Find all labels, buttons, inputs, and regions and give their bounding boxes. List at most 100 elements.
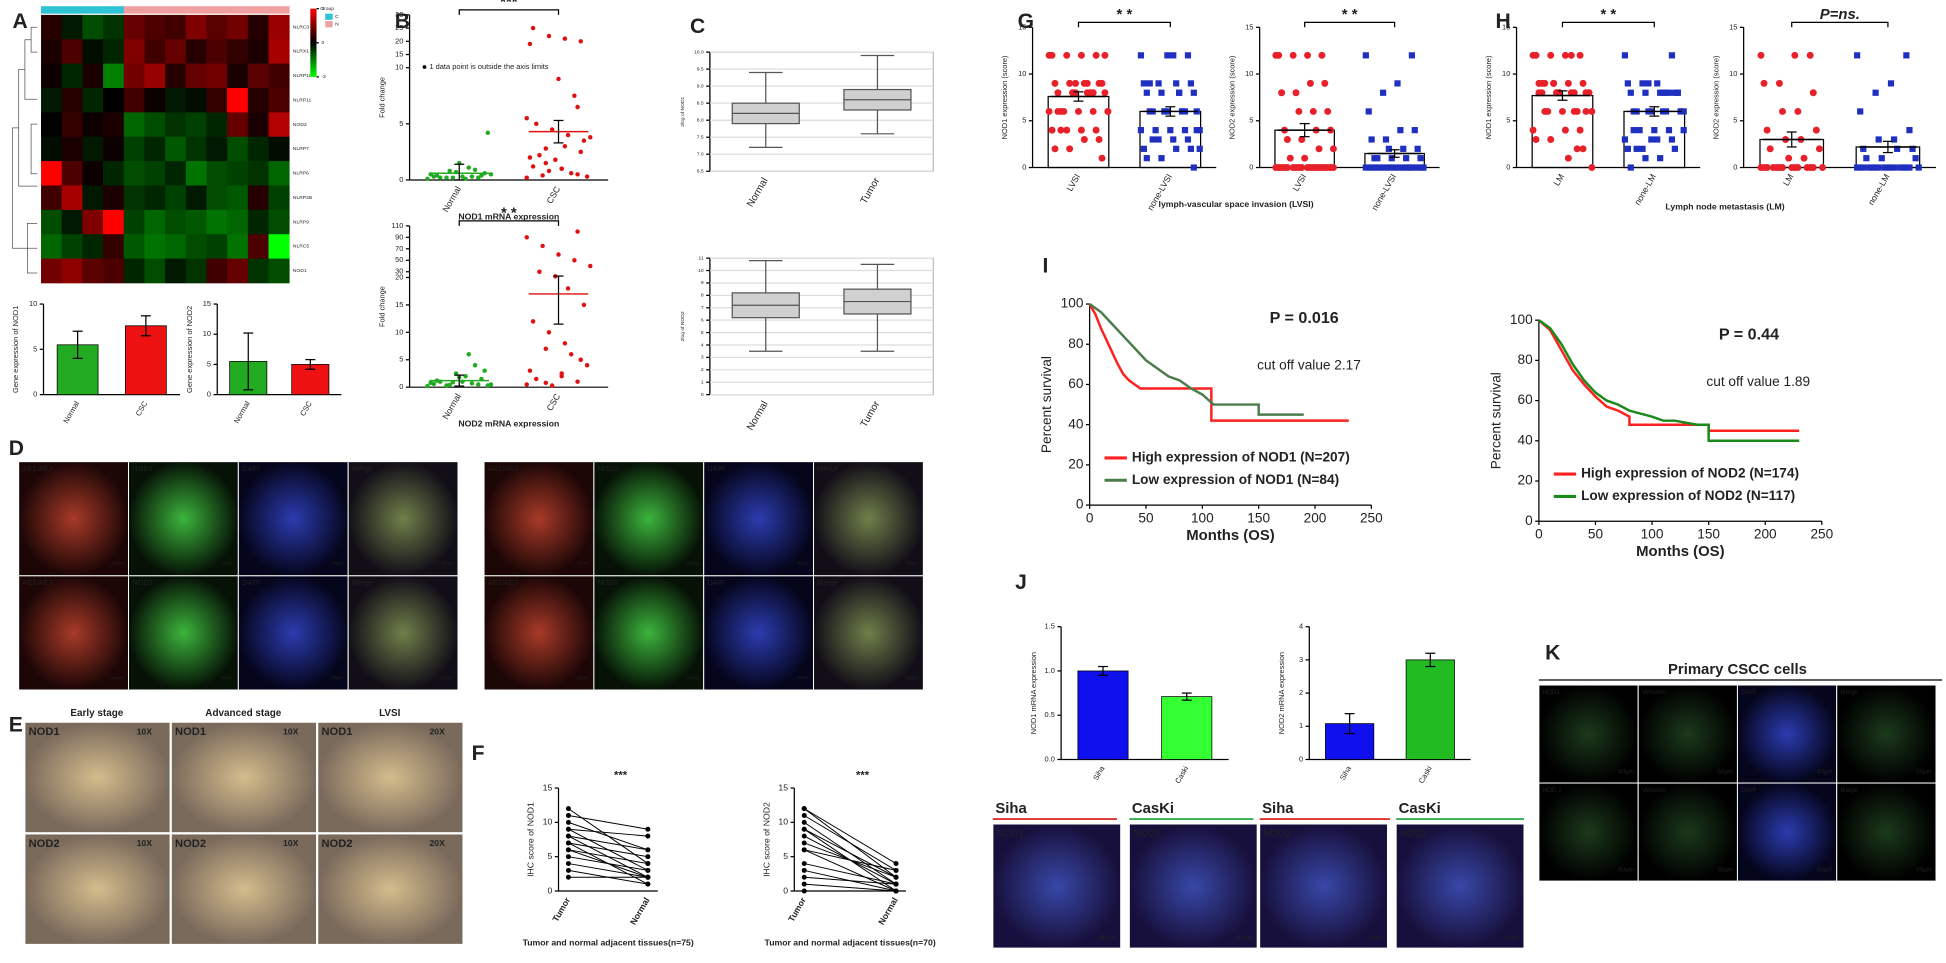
data-point <box>1906 164 1913 171</box>
plot-frame <box>709 257 934 396</box>
scale-bar-label: 30μm <box>331 561 344 567</box>
data-point <box>645 847 651 853</box>
data-point <box>1630 127 1637 134</box>
data-point <box>1137 127 1145 134</box>
colorbar-tick-label: 0 <box>321 40 324 46</box>
magnification: 10X <box>137 726 153 736</box>
x-tick-label: 150 <box>1697 526 1720 541</box>
data-point <box>1417 155 1424 162</box>
row-label: NLRP2B <box>293 195 313 201</box>
data-point <box>546 168 552 174</box>
data-point <box>801 806 807 812</box>
micrograph <box>483 461 595 577</box>
heat-cell <box>268 161 290 186</box>
data-point <box>1089 107 1097 115</box>
pair-line <box>568 856 648 871</box>
data-point <box>1152 127 1159 134</box>
data-point <box>1329 145 1337 153</box>
data-point <box>559 371 564 376</box>
scale-bar-label: 30μm <box>221 675 234 681</box>
heat-cell <box>103 112 125 138</box>
data-point <box>1857 108 1864 115</box>
data-point <box>1304 51 1312 59</box>
y-tick-label: 5 <box>1022 116 1026 125</box>
y-tick-label: 0 <box>399 175 403 184</box>
data-point <box>1875 164 1882 171</box>
heat-cell <box>268 39 290 65</box>
data-point <box>1806 51 1814 59</box>
y-tick-label: 80 <box>1068 336 1084 351</box>
channel-label: DAPI <box>242 578 259 587</box>
data-point <box>1567 51 1575 59</box>
panel-letter: B <box>395 10 410 33</box>
data-point <box>565 847 571 853</box>
scale-bar-label: 30μm <box>1503 935 1519 942</box>
heat-cell <box>144 234 166 259</box>
data-point <box>562 144 568 149</box>
y-tick-label: 0 <box>1525 513 1533 528</box>
heat-cell <box>123 63 145 89</box>
x-tick-label: 200 <box>1754 526 1777 541</box>
data-point <box>581 138 587 143</box>
heat-cell <box>103 39 125 65</box>
heat-cell <box>61 185 83 211</box>
x-tick-label: none-LM <box>1632 172 1658 207</box>
y-tick-label: 15 <box>1729 22 1737 31</box>
data-point <box>1315 164 1323 172</box>
y-tick-label: 20 <box>395 272 403 281</box>
data-point <box>1576 51 1584 59</box>
data-point <box>1627 89 1634 96</box>
heat-cell <box>185 39 207 65</box>
heat-cell <box>227 258 249 284</box>
data-point <box>1535 89 1543 97</box>
scale-bar-label: 30μm <box>686 675 699 681</box>
p-value: P = 0.016 <box>1270 309 1339 327</box>
pair-line <box>804 849 897 871</box>
row-label: NLRP7 <box>293 146 309 152</box>
data-point <box>1385 145 1392 152</box>
data-point <box>893 881 899 887</box>
heat-cell <box>144 185 166 211</box>
heat-cell <box>206 185 228 211</box>
data-point <box>562 36 568 41</box>
y-axis-label: Fold change <box>377 286 386 327</box>
y-axis-label: NOD1 expression (score) <box>1000 55 1009 139</box>
scale-bar-label: 30μm <box>906 675 919 681</box>
heat-cell <box>144 112 166 138</box>
heat-cell <box>185 234 207 259</box>
data-point <box>524 115 529 121</box>
scale-bar-label: 60μm <box>1618 769 1634 776</box>
data-point <box>893 861 899 867</box>
micrograph <box>483 575 595 691</box>
data-point <box>1089 89 1097 97</box>
data-point <box>1915 164 1922 171</box>
heat-cell <box>82 136 104 162</box>
y-tick-label: 10 <box>1245 69 1253 78</box>
heat-cell <box>144 258 166 284</box>
heat-cell <box>103 258 125 284</box>
data-point <box>575 229 580 234</box>
y-tick-label: 0 <box>33 390 37 399</box>
heat-cell <box>103 136 125 162</box>
data-point <box>1181 127 1189 134</box>
y-tick-label: 0 <box>1299 754 1303 763</box>
y-tick-label: 3 <box>1299 655 1303 664</box>
heat-cell <box>227 209 249 235</box>
data-point <box>463 176 468 182</box>
data-point <box>1054 89 1062 97</box>
scale-bar-label: 30μm <box>111 675 123 681</box>
row-label: NLRP9 <box>293 219 309 225</box>
channel-label: Merge <box>817 578 838 587</box>
data-point <box>543 160 549 166</box>
data-point <box>565 867 571 873</box>
data-point <box>645 861 651 867</box>
data-point <box>645 867 651 873</box>
pair-line <box>568 835 648 851</box>
data-point <box>1193 127 1200 134</box>
data-point <box>1149 136 1156 143</box>
y-tick-label: 5 <box>399 119 403 128</box>
data-point <box>588 263 593 269</box>
magnification: 10X <box>137 838 153 848</box>
data-point <box>1275 51 1283 59</box>
data-point <box>801 826 807 832</box>
